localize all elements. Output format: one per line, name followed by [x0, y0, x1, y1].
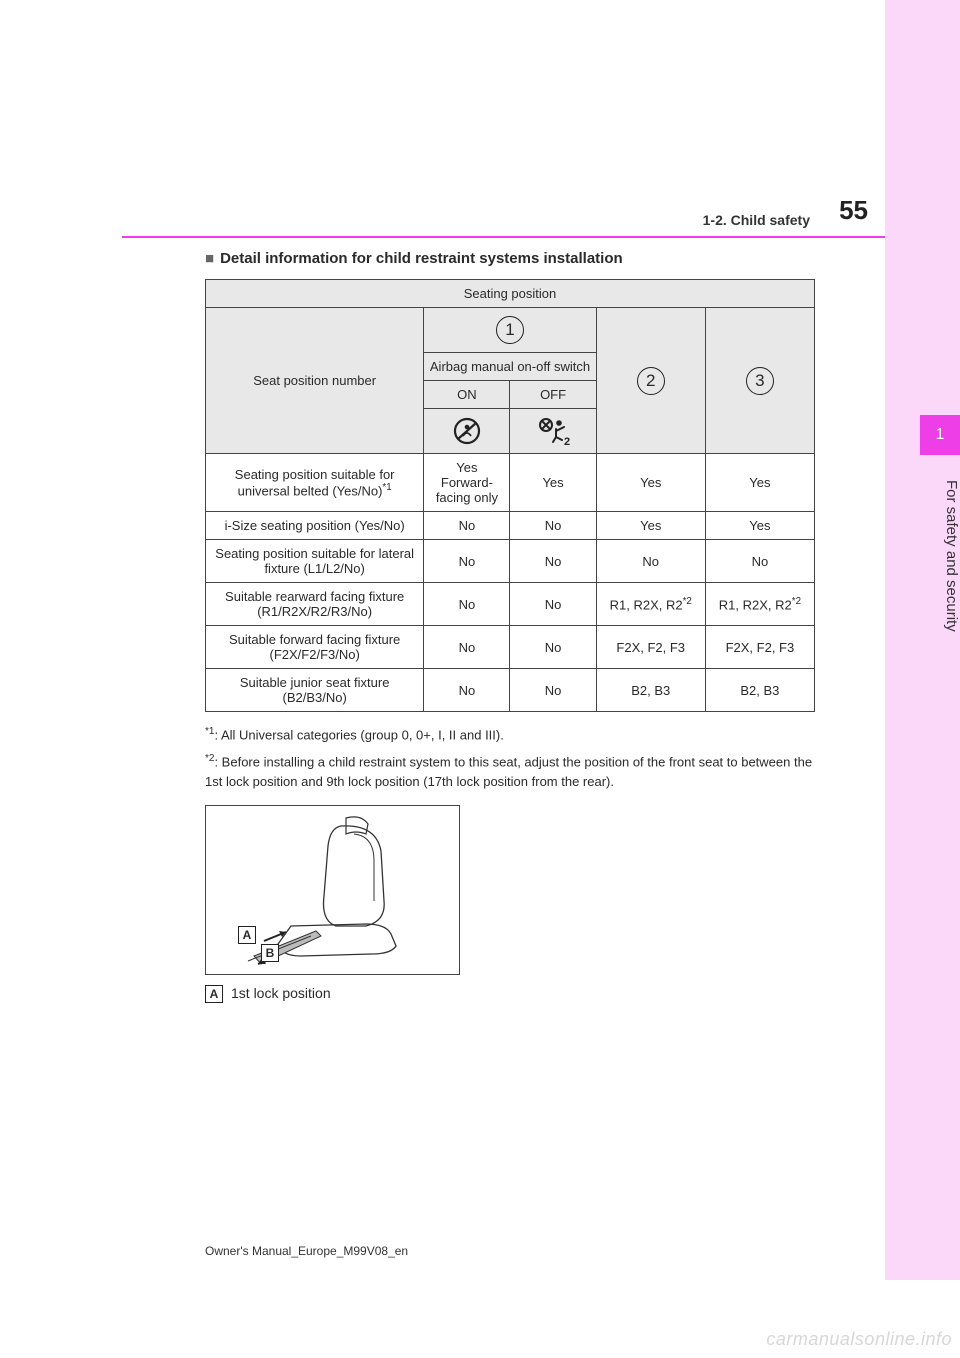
cell-on: No [424, 583, 510, 626]
cell-p3: B2, B3 [705, 669, 814, 712]
table-row: Suitable forward facing fixture (F2X/F2/… [206, 626, 815, 669]
cell-p3: Yes [705, 512, 814, 540]
cell-p2: F2X, F2, F3 [596, 626, 705, 669]
legend-row-a: A 1st lock position [205, 985, 815, 1003]
seat-icon-3-cell: 3 [705, 308, 814, 454]
legend-label-a-text: 1st lock position [231, 985, 331, 1001]
seat-position-1-icon: 1 [496, 316, 524, 344]
cell-p2: B2, B3 [596, 669, 705, 712]
row-label: Suitable junior seat fixture (B2/B3/No) [206, 669, 424, 712]
watermark: carmanualsonline.info [766, 1329, 952, 1350]
page-number: 55 [839, 195, 868, 226]
cell-p2: Yes [596, 512, 705, 540]
seat-icon-2-cell: 2 [596, 308, 705, 454]
page-footer: Owner's Manual_Europe_M99V08_en [205, 1244, 408, 1258]
restraint-table: Seating position Seat position number 1 … [205, 279, 815, 712]
table-header-switch: Airbag manual on-off switch [424, 353, 596, 381]
cell-p3: No [705, 540, 814, 583]
cell-off: No [510, 669, 596, 712]
footnote-1: *1: All Universal categories (group 0, 0… [205, 724, 815, 745]
row-label: Seating position suitable for lateral fi… [206, 540, 424, 583]
cell-on: No [424, 512, 510, 540]
table-row: Seating position suitable for lateral fi… [206, 540, 815, 583]
cell-on: No [424, 540, 510, 583]
diagram-label-a: A [238, 926, 256, 944]
diagram-label-b: B [261, 944, 279, 962]
seat-icon-1-cell: 1 [424, 308, 596, 353]
table-row: i-Size seating position (Yes/No) No No Y… [206, 512, 815, 540]
cell-p3: Yes [705, 454, 814, 512]
header-rule [122, 236, 885, 238]
heading-text: Detail information for child restraint s… [220, 250, 623, 267]
heading-bullet-icon: ■ [205, 250, 214, 267]
cell-off: No [510, 626, 596, 669]
cell-p3: R1, R2X, R2*2 [705, 583, 814, 626]
cell-p2: R1, R2X, R2*2 [596, 583, 705, 626]
cell-off: No [510, 512, 596, 540]
row-label: i-Size seating position (Yes/No) [206, 512, 424, 540]
section-label: 1-2. Child safety [703, 212, 810, 228]
legend-label-a-box: A [205, 985, 223, 1003]
seat-diagram: A B [205, 805, 460, 975]
chapter-tab: 1 [920, 415, 960, 455]
table-row: Suitable rearward facing fixture (R1/R2X… [206, 583, 815, 626]
seat-illustration-icon [206, 806, 461, 976]
row-label: Suitable rearward facing fixture (R1/R2X… [206, 583, 424, 626]
row-label: Suitable forward facing fixture (F2X/F2/… [206, 626, 424, 669]
chapter-title-vertical: For safety and security [920, 475, 960, 775]
cell-p3: F2X, F2, F3 [705, 626, 814, 669]
table-row: Suitable junior seat fixture (B2/B3/No) … [206, 669, 815, 712]
cell-off: No [510, 583, 596, 626]
cell-on: No [424, 669, 510, 712]
footnote-2: *2: Before installing a child restraint … [205, 751, 815, 791]
cell-on: Yes Forward-facing only [424, 454, 510, 512]
cell-off: No [510, 540, 596, 583]
col-on: ON [424, 381, 510, 409]
table-header-seatpos: Seat position number [206, 308, 424, 454]
airbag-on-icon-cell [424, 409, 510, 454]
seat-position-3-icon: 3 [746, 367, 774, 395]
page-content: ■ Detail information for child restraint … [205, 250, 815, 1003]
seat-position-2-icon: 2 [637, 367, 665, 395]
airbag-prohibited-icon [450, 416, 484, 446]
row-label: Seating position suitable for universal … [206, 454, 424, 512]
cell-p2: Yes [596, 454, 705, 512]
section-heading: ■ Detail information for child restraint … [205, 250, 815, 267]
cell-off: Yes [510, 454, 596, 512]
svg-text:2: 2 [564, 436, 570, 447]
footnotes: *1: All Universal categories (group 0, 0… [205, 724, 815, 791]
cell-on: No [424, 626, 510, 669]
table-header-top: Seating position [206, 280, 815, 308]
col-off: OFF [510, 381, 596, 409]
cell-p2: No [596, 540, 705, 583]
airbag-off-icon: 2 [534, 415, 572, 447]
airbag-off-icon-cell: 2 [510, 409, 596, 454]
table-row: Seating position suitable for universal … [206, 454, 815, 512]
